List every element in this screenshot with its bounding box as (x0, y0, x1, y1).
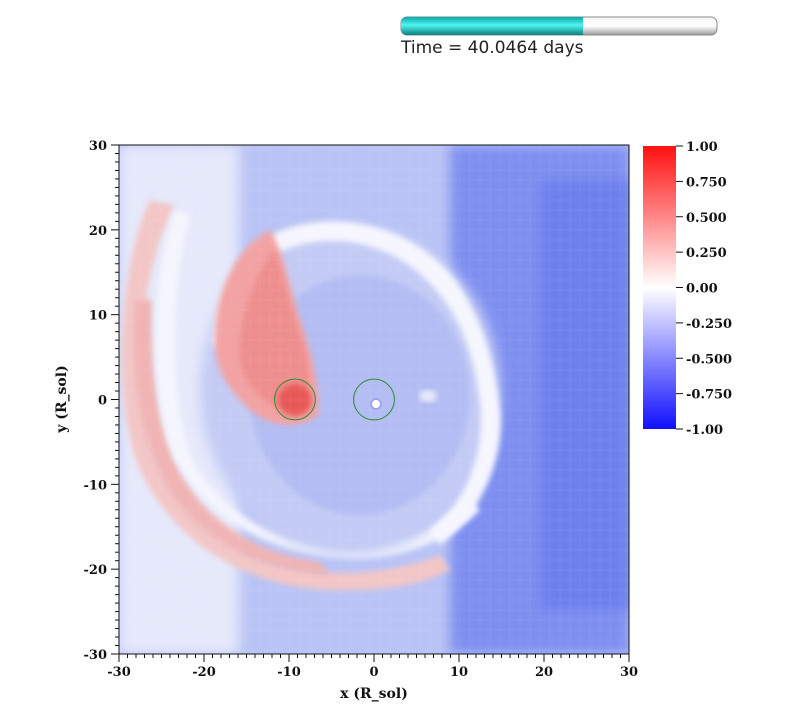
colorbar-tick-label: 1.00 (686, 140, 718, 155)
pixel-grid-overlay (119, 145, 629, 654)
x-tick-label: -10 (277, 665, 301, 680)
x-axis: -30 -20 -10 0 10 20 30 (107, 654, 638, 680)
y-tick-label: -20 (84, 563, 108, 578)
colorbar-tick-label: -1.00 (686, 423, 723, 438)
y-tick-label: 0 (98, 394, 107, 409)
colorbar-ticks: 1.00 0.750 0.500 0.250 0.00 -0.250 -0.500 -0.75… (676, 140, 732, 438)
x-tick-label: 10 (450, 665, 468, 680)
y-tick-label: 10 (89, 309, 107, 324)
circle-center-marker (353, 378, 395, 421)
colorbar: 1.00 0.750 0.500 0.250 0.00 -0.250 -0.500 -0.75… (643, 140, 732, 438)
colorbar-tick-label: -0.750 (686, 388, 732, 403)
x-tick-label: 0 (369, 665, 378, 680)
x-tick-label: -20 (192, 665, 216, 680)
time-label: Time = 40.0464 days (401, 38, 584, 58)
y-tick-label: 20 (89, 224, 107, 239)
progress-fill (401, 17, 583, 35)
heatmap-field (119, 145, 629, 654)
colorbar-tick-label: 0.250 (686, 246, 727, 261)
x-tick-label: 20 (535, 665, 553, 680)
y-tick-label: -30 (84, 648, 108, 663)
y-axis-label: y (R_sol) (54, 365, 70, 433)
y-tick-label: 30 (89, 139, 107, 154)
marker-layer (274, 378, 395, 421)
colorbar-tick-label: 0.750 (686, 175, 727, 190)
y-tick-label: -10 (84, 478, 108, 493)
colorbar-tick-label: -0.500 (686, 352, 732, 367)
time-progress-bar (400, 16, 718, 36)
colorbar-gradient (643, 146, 676, 429)
circle-left-marker (274, 378, 316, 421)
colorbar-tick-label: 0.500 (686, 211, 727, 226)
colorbar-tick-label: 0.00 (686, 282, 718, 297)
y-axis: -30 -20 -10 0 10 20 30 (84, 139, 119, 663)
x-tick-label: 30 (620, 665, 638, 680)
x-axis-label: x (R_sol) (340, 686, 408, 702)
colorbar-tick-label: -0.250 (686, 317, 732, 332)
x-tick-label: -30 (107, 665, 131, 680)
